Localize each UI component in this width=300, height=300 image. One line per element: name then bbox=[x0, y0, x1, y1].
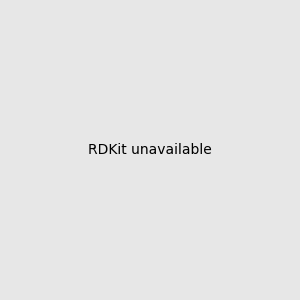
Text: RDKit unavailable: RDKit unavailable bbox=[88, 143, 212, 157]
